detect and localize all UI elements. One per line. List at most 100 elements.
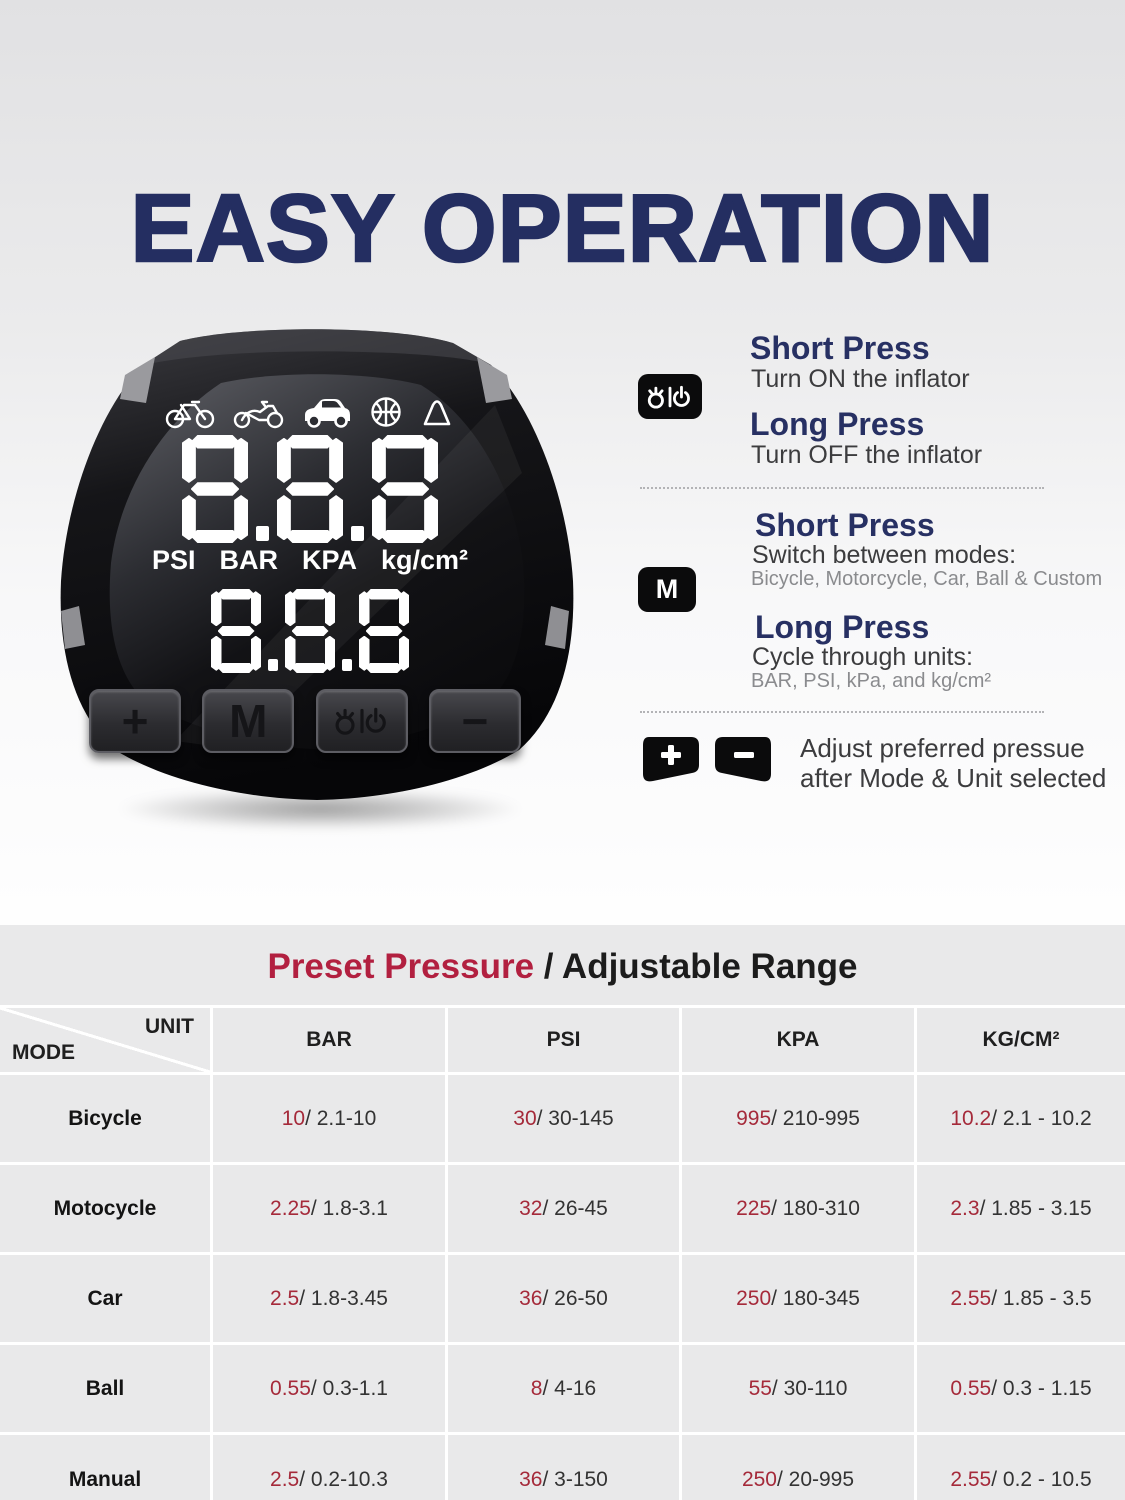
device-minus-button: − (428, 689, 521, 753)
table-value-cell: 2.25 / 1.8-3.1 (213, 1165, 445, 1252)
device-light-power-button (315, 689, 408, 753)
mode-short-press-text: Switch between modes: (752, 541, 1017, 569)
table-header-cell: KG/CM² (917, 1008, 1125, 1072)
plus-minus-key-icons (638, 734, 776, 784)
segment-digit (211, 589, 261, 673)
preset-value: 2.5 (270, 1468, 300, 1491)
preset-value: 250 (741, 1468, 777, 1491)
divider-1 (640, 487, 1044, 489)
page-title: EASY OPERATION (129, 175, 995, 283)
table-title-black: / Adjustable Range (534, 947, 858, 986)
preset-value: 8 (530, 1376, 543, 1400)
minus-key-icon (715, 737, 771, 782)
preset-value: 32 (519, 1196, 543, 1220)
right-fin-highlight (477, 357, 512, 403)
preset-value: 2.5 (270, 1286, 300, 1310)
range-value: / 4-16 (542, 1376, 597, 1400)
preset-value: 995 (736, 1106, 772, 1130)
table-title-red: Preset Pressure (267, 947, 535, 986)
table-value-cell: 32 / 26-45 (448, 1165, 679, 1252)
pressure-display-main (155, 433, 465, 543)
range-value: / 2.1 - 10.2 (991, 1106, 1092, 1130)
table-value-cell: 36 / 26-50 (448, 1255, 679, 1342)
preset-value: 30 (513, 1106, 537, 1130)
unit-label: BAR (219, 545, 278, 575)
mode-short-press-subtext: Bicycle, Motorcycle, Car, Ball & Custom (751, 568, 1103, 590)
mode-long-press-text: Cycle through units: (752, 643, 973, 671)
pressure-table: UNIT MODE BAR PSI KPA KG/CM² Bicycle 10 / 2.1… (0, 1005, 1125, 1500)
segment-dot (268, 659, 278, 671)
preset-value: 0.55 (270, 1376, 311, 1400)
range-value: / 0.3-1.1 (310, 1376, 388, 1400)
screen-content: PSI BAR KPA kg/cm² + M (25, 313, 605, 818)
table-value-cell: 995 / 210-995 (682, 1075, 914, 1162)
corner-mode-label: MODE (12, 1041, 75, 1064)
table-value-cell: 8 / 4-16 (448, 1345, 679, 1432)
table-corner-cell: UNIT MODE (0, 1008, 210, 1072)
table-title: Preset Pressure / Adjustable Range (0, 947, 1125, 987)
table-value-cell: 36 / 3-150 (448, 1435, 679, 1500)
range-value: / 0.3 - 1.15 (991, 1376, 1092, 1400)
segment-digit (182, 435, 248, 543)
segment-digit (359, 589, 409, 673)
left-side-highlight (61, 606, 85, 649)
preset-value: 2.55 (950, 1468, 992, 1491)
left-fin-highlight (120, 357, 155, 403)
table-mode-cell: Car (0, 1255, 210, 1342)
inflator-device: PSI BAR KPA kg/cm² + M (25, 313, 605, 818)
segment-digit (277, 435, 343, 543)
table-header-cell: PSI (448, 1008, 679, 1072)
pressure-display-preset (175, 587, 445, 673)
light-power-icon (335, 707, 386, 735)
table-value-cell: 2.55 / 1.85 - 3.5 (917, 1255, 1125, 1342)
table-value-cell: 10 / 2.1-10 (213, 1075, 445, 1162)
range-value: / 180-345 (771, 1286, 860, 1310)
segment-dot (351, 526, 364, 541)
ball-icon (369, 395, 403, 429)
table-mode-cell: Motocycle (0, 1165, 210, 1252)
unit-label: kg/cm² (381, 545, 469, 575)
table-value-cell: 0.55 / 0.3-1.1 (213, 1345, 445, 1432)
table-value-cell: 225 / 180-310 (682, 1165, 914, 1252)
table-mode-cell: Manual (0, 1435, 210, 1500)
range-value: / 1.85 - 3.5 (991, 1286, 1092, 1310)
table-value-cell: 10.2 / 2.1 - 10.2 (917, 1075, 1125, 1162)
range-value: / 30-145 (536, 1106, 614, 1130)
preset-value: 0.55 (950, 1376, 992, 1400)
power-short-press-heading: Short Press (750, 330, 930, 366)
screen-glare (175, 405, 522, 749)
segment-digit (285, 589, 335, 673)
mode-short-press-heading: Short Press (755, 507, 935, 543)
table-header-cell: BAR (213, 1008, 445, 1072)
corner-unit-label: UNIT (145, 1015, 194, 1038)
device-button-row: + M − (89, 689, 521, 753)
power-long-press-text: Turn OFF the inflator (751, 441, 983, 469)
custom-mode-icon (419, 395, 455, 429)
range-value: / 2.1-10 (305, 1106, 377, 1130)
segment-dot (342, 659, 352, 671)
range-value: / 1.8-3.45 (299, 1286, 388, 1310)
adjust-text-line2: after Mode & Unit selected (800, 763, 1107, 793)
mode-key-icon: M (638, 567, 696, 612)
device-top-rim (143, 329, 491, 365)
segment-digit (372, 435, 438, 543)
segment-dot (256, 526, 269, 541)
range-value: / 30-110 (771, 1376, 848, 1400)
range-value: / 180-310 (771, 1196, 860, 1220)
table-mode-cell: Bicycle (0, 1075, 210, 1162)
preset-value: 55 (748, 1376, 772, 1400)
unit-label: KPA (301, 545, 357, 575)
preset-value: 36 (519, 1468, 543, 1491)
range-value: / 26-45 (542, 1196, 608, 1220)
preset-value: 10.2 (950, 1106, 992, 1130)
m-key-label: M (655, 574, 679, 604)
pressure-table-panel: Preset Pressure / Adjustable Range UNIT … (0, 925, 1125, 1500)
table-value-cell: 0.55 / 0.3 - 1.15 (917, 1345, 1125, 1432)
preset-value: 36 (519, 1286, 543, 1310)
table-mode-cell: Ball (0, 1345, 210, 1432)
range-value: / 1.8-3.1 (310, 1196, 388, 1220)
table-value-cell: 2.5 / 0.2-10.3 (213, 1435, 445, 1500)
device-plus-button: + (89, 689, 181, 753)
mode-icon-row (165, 393, 455, 429)
